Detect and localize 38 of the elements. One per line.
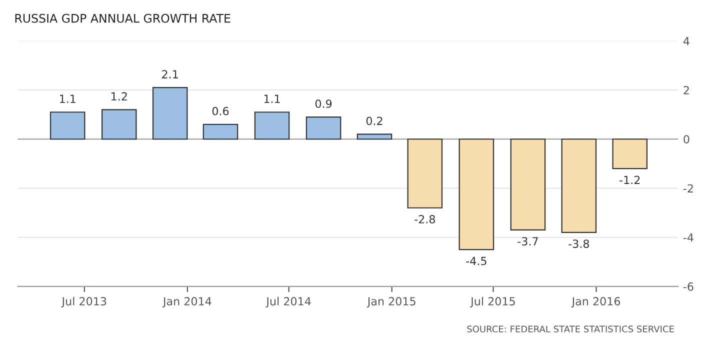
y-tick-label: 0 (684, 135, 690, 144)
y-tick-label: 4 (683, 37, 690, 46)
y-tick-label: -4 (683, 233, 694, 242)
y-tick-label: -2 (683, 184, 693, 192)
data-label: -3.8 (568, 240, 589, 248)
bar (407, 138, 443, 208)
bar (254, 112, 290, 140)
x-tick-label: Jul 2015 (470, 296, 515, 308)
bar (458, 138, 494, 250)
x-tick-label: Jul 2013 (61, 296, 106, 308)
data-label: 2.1 (162, 70, 178, 78)
data-label: -2.8 (414, 215, 435, 224)
bar (50, 112, 86, 140)
data-label: 0.6 (212, 106, 229, 116)
data-label: 1.1 (264, 94, 280, 103)
data-label: 0.2 (366, 116, 382, 126)
bar (202, 124, 238, 140)
y-tick-label: 2 (684, 86, 689, 94)
data-label: -3.7 (518, 237, 538, 246)
chart-title: RUSSIA GDP ANNUAL GROWTH RATE (15, 14, 230, 23)
data-label: -4.5 (466, 256, 486, 266)
x-tick-label: Jan 2014 (162, 297, 212, 308)
bar (152, 87, 188, 140)
bar (510, 138, 546, 231)
x-tick-label: Jan 2015 (366, 297, 416, 308)
x-tick-label: Jan 2016 (571, 297, 620, 308)
y-tick-label: -6 (683, 282, 694, 291)
bar (561, 138, 597, 233)
bar (101, 109, 137, 140)
bar (306, 116, 342, 140)
bar (612, 138, 648, 170)
data-label: 0.9 (315, 100, 332, 108)
bar (356, 134, 392, 140)
data-label: -1.2 (620, 176, 640, 184)
data-label: 1.2 (112, 92, 127, 100)
source-note: SOURCE: FEDERAL STATE STATISTICS SERVICE (467, 326, 674, 332)
x-tick-label: Jul 2014 (266, 296, 311, 308)
data-label: 1.1 (60, 94, 76, 103)
